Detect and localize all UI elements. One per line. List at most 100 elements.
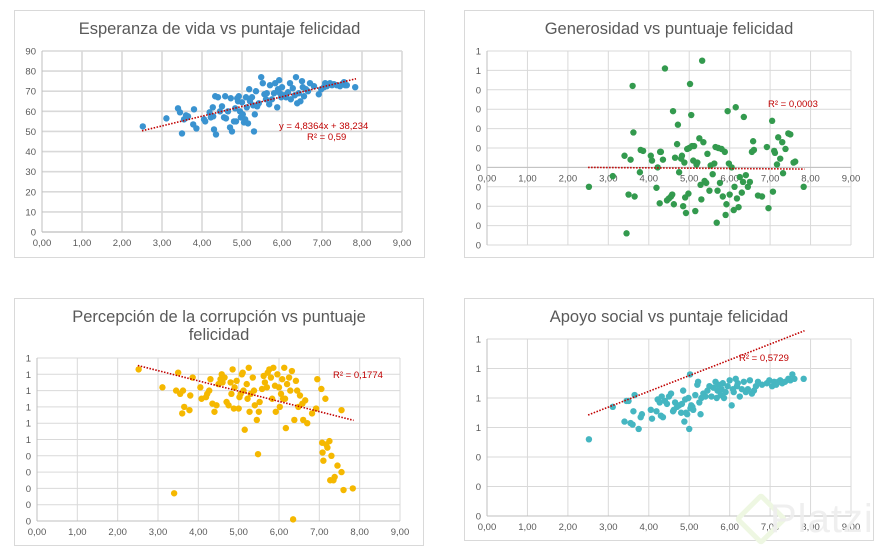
x-tick-label: 9,00: [391, 527, 410, 538]
y-tick-label: 10: [25, 207, 36, 218]
data-point: [692, 207, 699, 215]
data-point: [238, 99, 246, 106]
data-point: [658, 393, 665, 400]
y-tick-label: 1: [26, 419, 31, 430]
data-point: [190, 106, 198, 113]
x-tick-label: 8,00: [353, 238, 372, 249]
x-tick-label: 2,00: [559, 173, 578, 184]
data-point: [692, 391, 699, 399]
data-point: [777, 155, 784, 162]
data-point: [266, 81, 274, 89]
data-point: [254, 450, 262, 458]
data-point: [212, 131, 220, 138]
x-tick-label: 2,00: [108, 527, 127, 538]
data-point: [324, 444, 331, 451]
data-point: [671, 154, 679, 161]
data-point: [270, 364, 277, 371]
data-point: [736, 173, 743, 181]
data-point: [278, 84, 286, 91]
data-point: [621, 418, 628, 425]
data-point: [685, 190, 692, 197]
data-point: [791, 375, 798, 383]
data-point: [178, 130, 186, 137]
y-tick-label: 0: [26, 484, 31, 495]
data-point: [653, 408, 660, 415]
data-point: [630, 129, 637, 136]
data-point: [258, 73, 265, 81]
y-tick-label: 1: [26, 435, 31, 446]
data-point: [585, 183, 593, 190]
x-tick-label: 3,00: [599, 173, 618, 184]
data-point: [289, 516, 297, 523]
data-point: [338, 406, 345, 414]
data-point: [235, 405, 242, 412]
data-point: [791, 158, 799, 165]
data-point: [625, 191, 632, 198]
data-point: [261, 379, 269, 386]
trendline-annotation: R² = 0,59: [307, 132, 346, 143]
y-tick-label: 0: [476, 124, 481, 135]
y-tick-label: 40: [25, 147, 36, 158]
chart-title-line-2: felicidad: [188, 326, 250, 344]
data-point: [639, 147, 647, 155]
y-tick-label: 90: [25, 47, 36, 58]
data-point: [758, 381, 766, 388]
data-point: [702, 393, 709, 400]
x-tick-label: 7,00: [761, 173, 780, 184]
data-point: [281, 364, 288, 371]
chart-title-line-1: Percepción de la corrupción vs puntuaje: [72, 308, 366, 326]
y-tick-label: 1: [476, 335, 481, 346]
data-point: [267, 374, 275, 381]
data-point: [304, 88, 312, 95]
data-point: [352, 84, 359, 91]
data-point: [218, 103, 226, 110]
data-point: [677, 409, 685, 416]
data-point: [228, 128, 236, 135]
data-point: [230, 405, 238, 412]
y-tick-label: 0: [31, 228, 36, 239]
data-point: [320, 457, 327, 464]
data-point: [283, 380, 291, 388]
data-point: [700, 138, 707, 146]
data-point: [232, 118, 240, 125]
data-point: [298, 77, 306, 85]
x-tick-label: 1,00: [518, 522, 537, 533]
chart-social-support: Apoyo social vs puntaje felicidad 0 0 0 1 1 1…: [464, 298, 874, 541]
chart-generosity: Generosidad vs puntuaje felicidad 0 0 0 0 0 0…: [464, 10, 874, 258]
data-point: [744, 183, 752, 190]
data-point: [252, 88, 260, 95]
data-point: [667, 390, 675, 397]
data-point: [240, 387, 247, 394]
x-tick-label: 1,00: [73, 238, 92, 249]
data-point: [708, 393, 715, 400]
data-point: [275, 384, 283, 391]
x-tick-label: 5,00: [229, 527, 248, 538]
data-point: [659, 156, 667, 163]
data-point: [724, 383, 731, 390]
data-point: [631, 391, 638, 399]
y-tick-label: 1: [476, 47, 481, 58]
data-point: [282, 94, 290, 101]
data-point: [312, 405, 320, 412]
data-point: [726, 191, 733, 198]
data-point: [245, 364, 252, 371]
data-point: [296, 392, 304, 399]
trendline-annotation: R² = 0,5729: [739, 353, 789, 364]
data-point: [631, 193, 638, 200]
y-tick-label: 0: [26, 500, 31, 511]
x-tick-label: 0,00: [28, 527, 47, 538]
data-point: [763, 143, 771, 151]
x-tick-label: 2,00: [559, 522, 578, 533]
data-point: [263, 90, 270, 97]
data-point: [228, 390, 235, 398]
data-point: [723, 201, 730, 208]
data-point: [779, 170, 787, 177]
data-point: [690, 406, 697, 413]
data-point: [281, 395, 289, 402]
data-point: [779, 138, 786, 146]
data-point: [246, 86, 253, 93]
y-tick-label: 0: [476, 182, 481, 193]
chart-corruption: Percepción de la corrupción vs puntuaje …: [14, 298, 424, 546]
data-point: [698, 196, 705, 203]
y-tick-label: 1: [476, 423, 481, 434]
